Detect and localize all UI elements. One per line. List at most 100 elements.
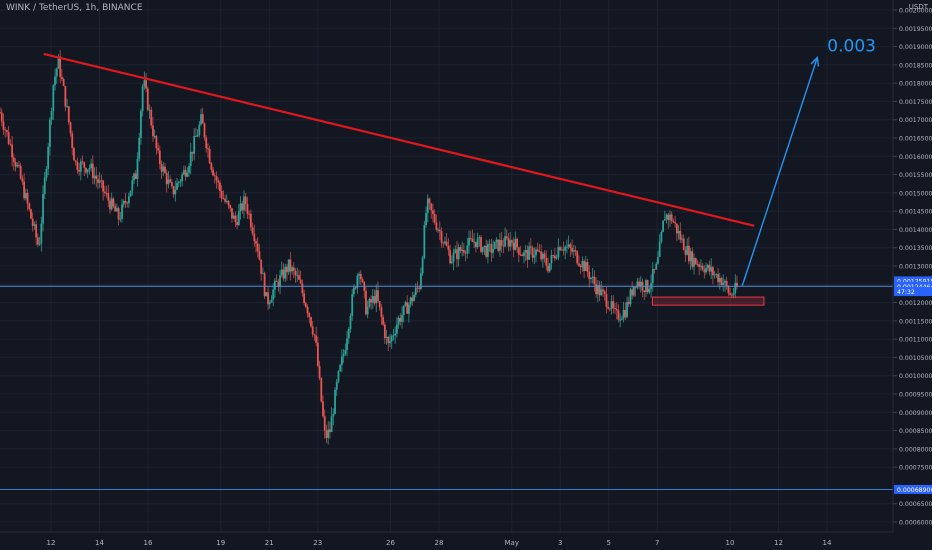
candle-body bbox=[736, 282, 738, 287]
candle-body bbox=[301, 283, 304, 294]
candle-body bbox=[4, 129, 7, 131]
candle-body bbox=[425, 213, 427, 226]
time-axis[interactable]: 12 14 16 19 21 23 26 28 May 3 5 7 10 12 14 bbox=[0, 531, 893, 547]
candle-body bbox=[626, 302, 628, 318]
candle-body bbox=[152, 125, 154, 137]
candle-body bbox=[555, 257, 558, 259]
candle-body bbox=[198, 124, 201, 135]
candle-body bbox=[102, 180, 105, 192]
candle-body bbox=[133, 173, 135, 181]
candle-body bbox=[105, 192, 108, 194]
candle-body bbox=[413, 294, 415, 302]
candle-body bbox=[67, 106, 70, 123]
candle-body bbox=[619, 319, 622, 321]
support-box[interactable] bbox=[651, 296, 765, 306]
candle-body bbox=[145, 80, 147, 89]
candle-body bbox=[158, 150, 161, 165]
candle-body bbox=[9, 143, 12, 145]
candle-body bbox=[148, 109, 151, 111]
candle-body bbox=[174, 189, 177, 195]
candle-body bbox=[474, 241, 477, 248]
candle-body bbox=[103, 191, 106, 193]
candle-body bbox=[421, 257, 424, 274]
candle-body bbox=[237, 211, 240, 226]
candle-body bbox=[507, 238, 510, 247]
candle-body bbox=[438, 229, 441, 232]
candle-body bbox=[562, 249, 565, 251]
support-zone-rect[interactable] bbox=[651, 296, 765, 306]
candle-body bbox=[71, 133, 74, 149]
candle-body bbox=[560, 249, 563, 251]
candle-body bbox=[481, 246, 484, 252]
candle-body bbox=[662, 220, 665, 232]
candle-body bbox=[617, 310, 620, 320]
candle-body bbox=[270, 299, 273, 303]
candle-body bbox=[418, 287, 421, 289]
candle-body bbox=[511, 240, 513, 243]
candle-body bbox=[653, 268, 656, 270]
candle-body bbox=[724, 280, 726, 283]
candle-body bbox=[121, 204, 123, 219]
candle-body bbox=[115, 208, 118, 212]
candle-body bbox=[131, 180, 134, 191]
candle-body bbox=[100, 180, 103, 182]
symbol-title: WINK / TetherUS, 1h, BINANCE bbox=[6, 3, 143, 13]
candle-body bbox=[160, 164, 163, 172]
candle-body bbox=[461, 249, 464, 251]
x-tick-label: 21 bbox=[265, 539, 274, 547]
candle-body bbox=[327, 429, 330, 438]
currency-label: USDT bbox=[908, 3, 928, 11]
x-tick-label: 12 bbox=[774, 539, 783, 547]
red-trendline[interactable] bbox=[43, 52, 755, 227]
candle-body bbox=[122, 201, 125, 205]
candle-body bbox=[172, 186, 175, 195]
candle-body bbox=[672, 221, 675, 223]
candle-body bbox=[346, 338, 348, 351]
candle-body bbox=[325, 430, 328, 438]
candle-body bbox=[141, 86, 144, 111]
candle-body bbox=[423, 225, 426, 258]
candle-body bbox=[232, 215, 235, 219]
candle-body bbox=[0, 112, 1, 114]
candle-body bbox=[150, 109, 153, 126]
price-tag bbox=[894, 287, 932, 297]
candle-body bbox=[361, 279, 364, 282]
candle-body bbox=[43, 177, 46, 195]
candle-body bbox=[217, 180, 220, 183]
candle-body bbox=[529, 246, 532, 248]
candle-body bbox=[117, 208, 120, 220]
candle-body bbox=[251, 227, 254, 234]
candle-body bbox=[457, 247, 460, 260]
candle-body bbox=[526, 249, 529, 260]
x-tick-label: 23 bbox=[313, 539, 322, 547]
candle-body bbox=[98, 180, 101, 183]
candle-body bbox=[222, 198, 225, 200]
candle-body bbox=[459, 247, 462, 251]
projection-line[interactable] bbox=[741, 57, 818, 287]
candle-body bbox=[337, 370, 340, 382]
trendline[interactable] bbox=[43, 52, 755, 227]
candle-body bbox=[392, 335, 395, 337]
x-tick-label: 5 bbox=[607, 539, 611, 547]
candle-body bbox=[368, 299, 371, 307]
candle-body bbox=[535, 249, 537, 256]
candle-body bbox=[663, 219, 666, 221]
candle-body bbox=[69, 122, 72, 134]
candle-body bbox=[279, 275, 281, 287]
candle-body bbox=[466, 245, 469, 254]
candle-body bbox=[627, 302, 630, 305]
candle-body bbox=[660, 231, 663, 243]
candle-body bbox=[91, 163, 94, 179]
candle-body bbox=[21, 178, 24, 182]
candle-body bbox=[698, 264, 701, 267]
projection-arrow[interactable]: 0.003 bbox=[741, 37, 876, 287]
horizontal-lines[interactable] bbox=[0, 285, 893, 490]
